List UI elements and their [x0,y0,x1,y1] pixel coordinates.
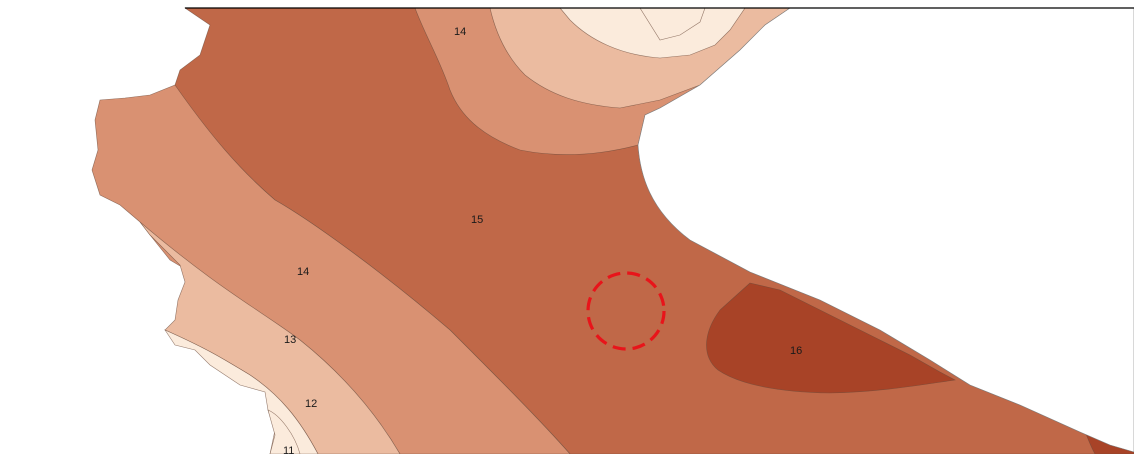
zone-16-area [706,282,956,394]
label-15: 15 [471,214,483,226]
sea-area [637,7,1134,453]
highlight-circle[interactable] [586,271,666,351]
label-13: 13 [284,334,296,346]
label-11: 11 [283,445,294,454]
label-14-top: 14 [454,26,466,38]
label-12: 12 [305,398,317,410]
label-14-left: 14 [297,266,309,278]
label-16: 16 [790,345,802,357]
zone-11-area [267,409,301,454]
